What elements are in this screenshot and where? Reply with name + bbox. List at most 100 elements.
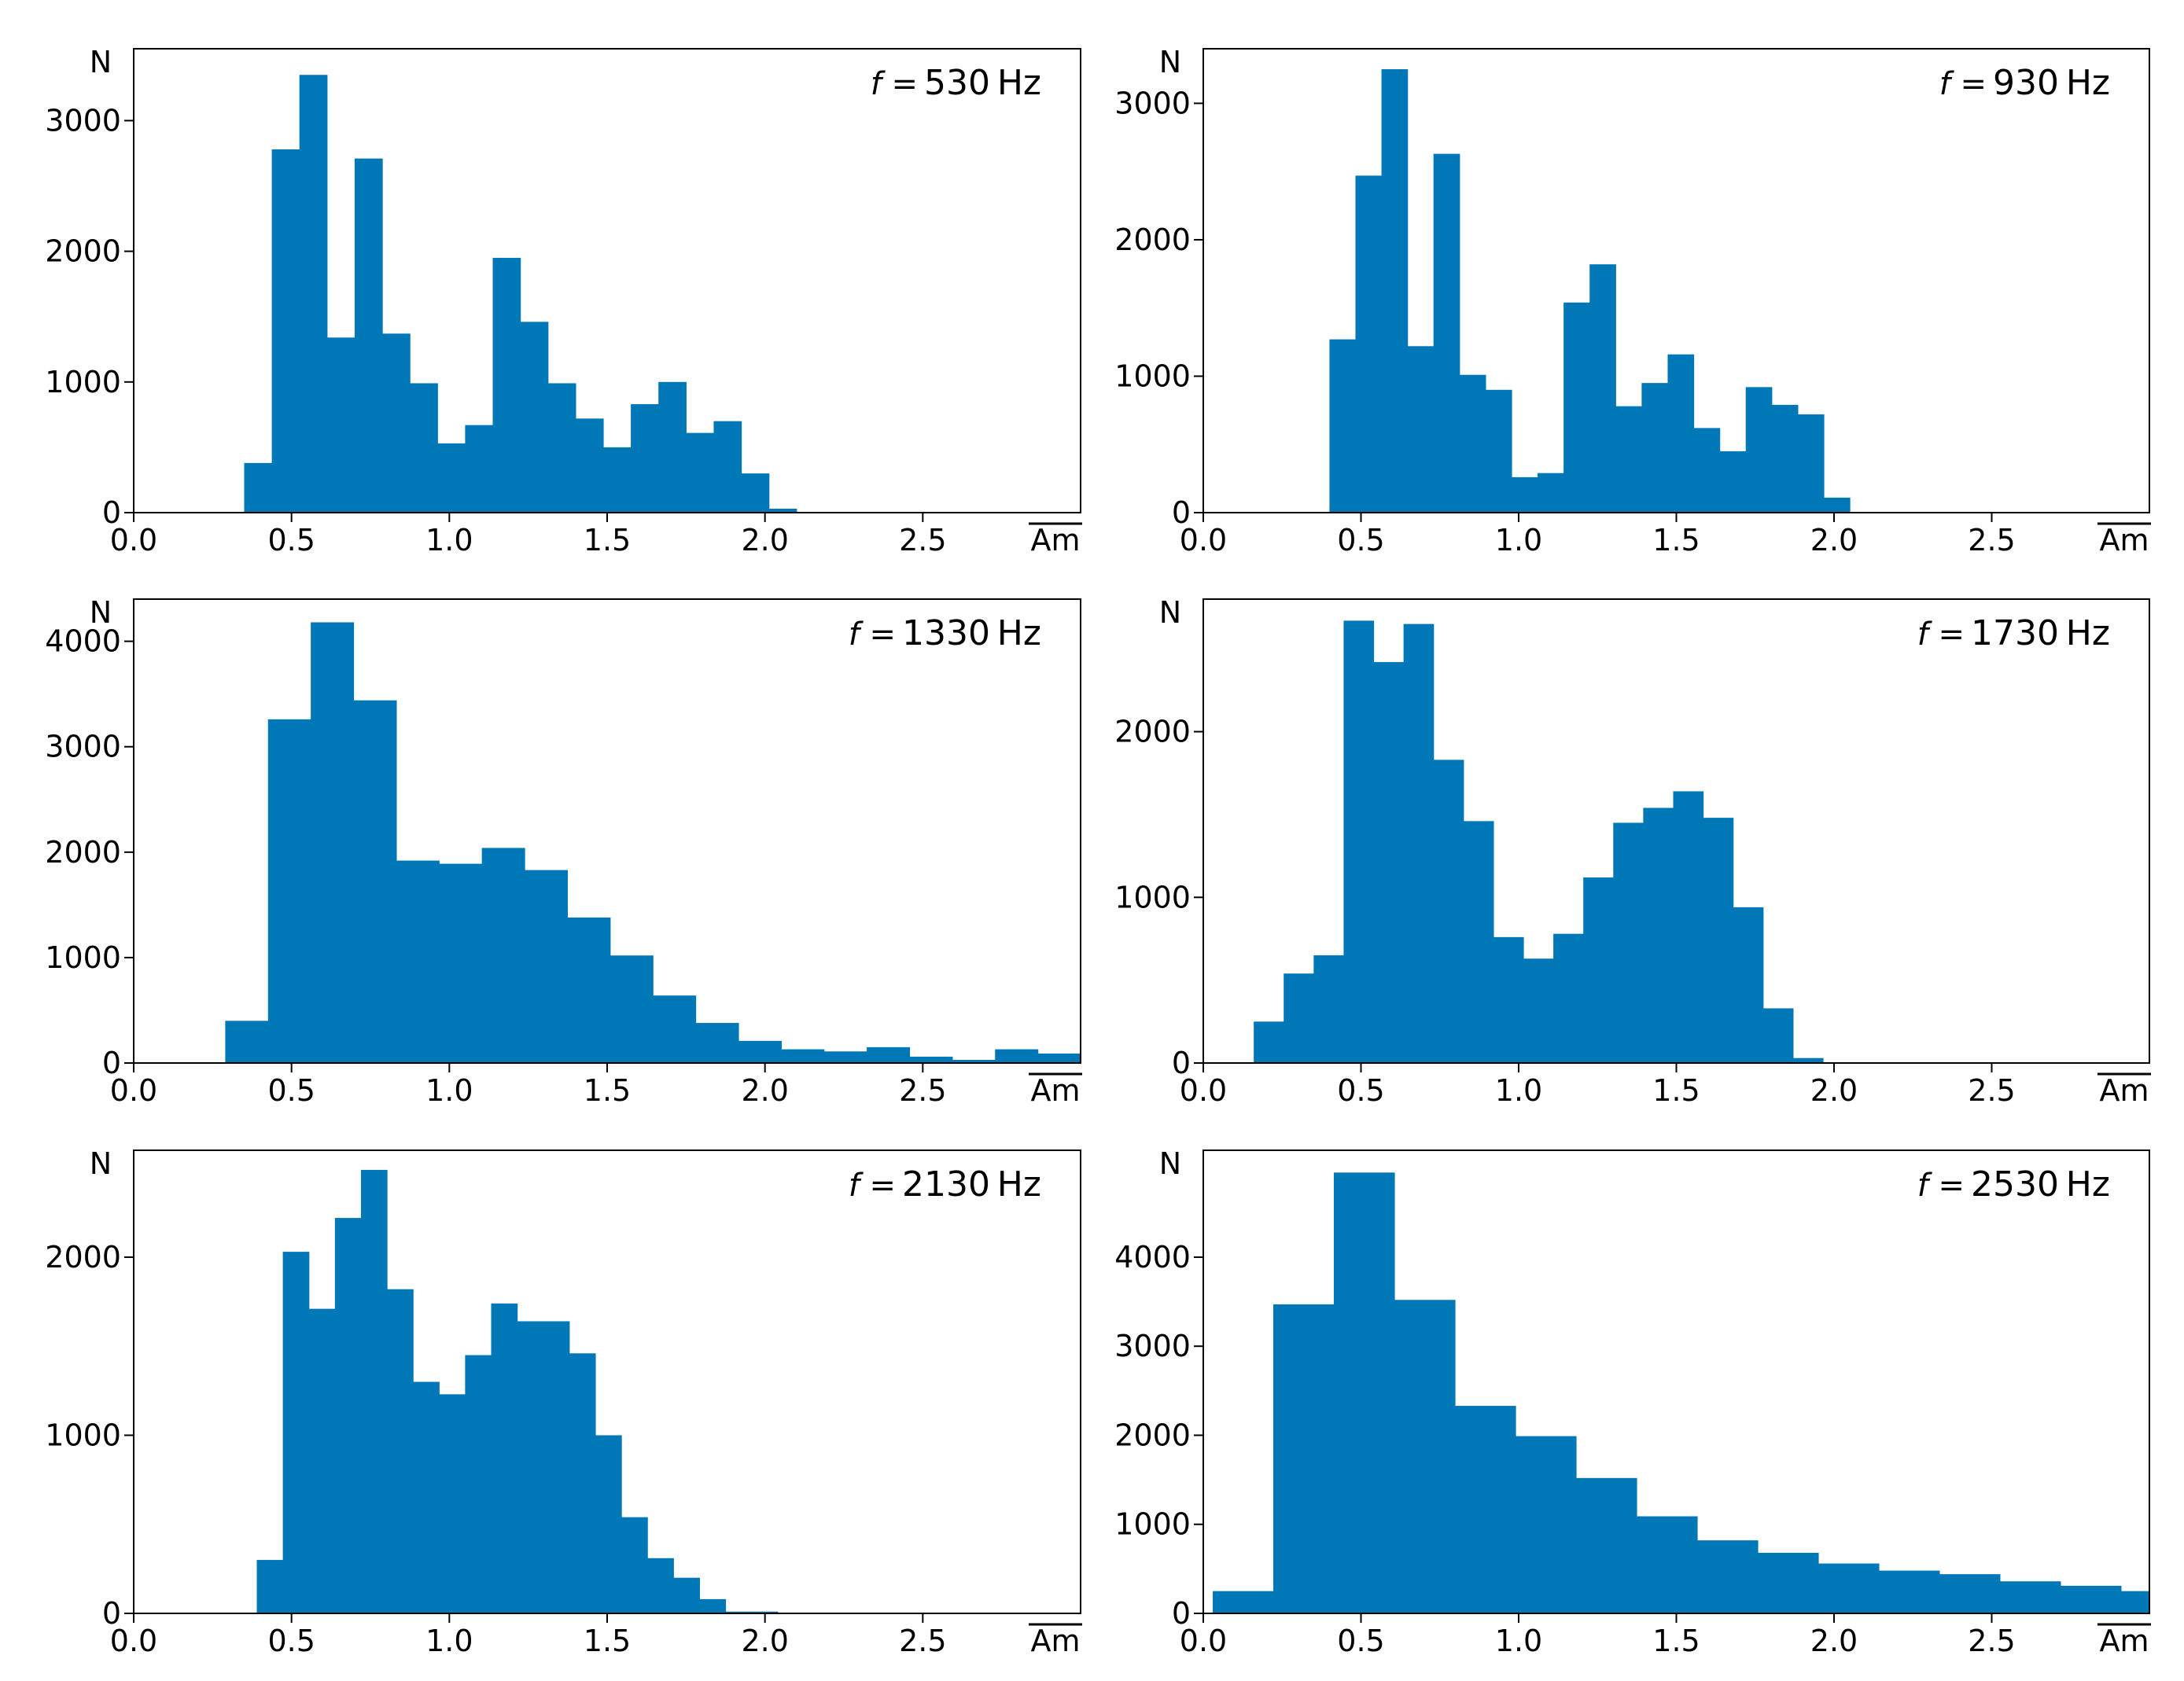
histogram-bar	[647, 1558, 674, 1613]
histogram-bar	[491, 1303, 518, 1613]
histogram-bar	[1563, 302, 1590, 513]
frequency-label: f = 930 Hz	[1939, 63, 2110, 103]
x-axis-label: Am	[1030, 523, 1080, 557]
histogram-bar	[1394, 1300, 1456, 1613]
histogram-bar	[1254, 1021, 1284, 1063]
histogram-bar	[525, 870, 569, 1063]
histogram-bar	[1745, 387, 1773, 513]
y-tick-label: 1000	[45, 365, 121, 399]
x-tick-label: 1.5	[584, 1073, 631, 1108]
histogram-bar	[1939, 1574, 2001, 1613]
histogram-bar	[1433, 760, 1464, 1063]
y-tick-label: 4000	[1114, 1240, 1191, 1275]
x-tick-label: 2.0	[1810, 1624, 1858, 1658]
histogram-bar	[751, 1611, 779, 1613]
histogram-bar	[311, 622, 355, 1063]
histogram-bar	[1696, 1540, 1759, 1613]
histogram-bar	[658, 381, 687, 513]
x-tick-label: 0.0	[110, 1073, 157, 1108]
x-tick-label: 0.5	[267, 1624, 315, 1658]
histogram-bar	[256, 1560, 284, 1613]
histogram-bar	[686, 432, 715, 513]
histogram-panel: 0.0 0.5 1.0 1.5 2.0 2.5 0 1000 2000 3000 N Am f = 93…	[1114, 45, 2151, 557]
y-tick-label: 2000	[45, 835, 121, 870]
histogram-bar	[1313, 955, 1345, 1063]
x-tick-label: 2.0	[741, 1624, 788, 1658]
histogram-bar	[1878, 1570, 1940, 1613]
histogram-bar	[465, 1355, 492, 1613]
y-tick-label: 1000	[1114, 880, 1191, 914]
frequency-value: 1730 Hz	[1971, 613, 2110, 653]
histogram-bar	[520, 322, 549, 513]
x-tick-label: 2.0	[741, 523, 788, 557]
histogram-bar	[867, 1046, 911, 1063]
histogram-bar	[1553, 933, 1584, 1063]
histogram-bar	[713, 421, 742, 513]
y-tick-label: 2000	[45, 234, 121, 269]
x-tick-label: 2.5	[1968, 1624, 2015, 1658]
x-tick-label: 1.5	[1652, 523, 1700, 557]
x-axis-label: Am	[1030, 1624, 1080, 1658]
histogram-bar	[1757, 1552, 1819, 1613]
x-tick-label: 0.5	[1337, 1073, 1384, 1108]
frequency-value: 2130 Hz	[902, 1164, 1041, 1205]
histogram-bar	[575, 418, 604, 513]
histogram-panel: 0.0 0.5 1.0 1.5 2.0 2.5 0 1000 2000 3000 4000 N Am f …	[1114, 1146, 2151, 1658]
histogram-bar	[2120, 1591, 2150, 1613]
histogram-bar	[695, 1023, 739, 1063]
histogram-bar	[308, 1308, 336, 1613]
x-tick-label: 1.5	[1652, 1073, 1700, 1108]
histogram-bar	[569, 1353, 596, 1613]
histogram-bar	[725, 1611, 753, 1613]
histogram-bar	[1407, 346, 1435, 513]
y-axis-label: N	[1159, 1146, 1181, 1181]
histogram-bar	[1459, 374, 1486, 513]
histogram-bar	[1511, 476, 1538, 513]
histogram-bar	[271, 149, 300, 513]
x-axis-label: Am	[2099, 523, 2149, 557]
histogram-bar	[439, 1394, 466, 1613]
histogram-bar	[1762, 1008, 1794, 1063]
histogram-bar	[1213, 1591, 1274, 1613]
histogram-bar	[492, 257, 521, 513]
histogram-bar	[1355, 175, 1383, 513]
x-tick-label: 0.5	[1337, 523, 1384, 557]
x-tick-label: 1.5	[1652, 1624, 1700, 1658]
histogram-panel: 0.0 0.5 1.0 1.5 2.0 2.5 0 1000 2000 N Am f = 2130 H…	[45, 1146, 1082, 1658]
x-tick-label: 1.5	[584, 523, 631, 557]
x-tick-label: 2.5	[1968, 1073, 2015, 1108]
x-tick-label: 0.5	[1337, 1624, 1384, 1658]
x-tick-label: 0.0	[1180, 523, 1227, 557]
histogram-bar	[326, 337, 355, 513]
frequency-label: f = 1330 Hz	[849, 613, 1041, 653]
histogram-bar	[1343, 620, 1375, 1063]
histogram-bar	[1999, 1581, 2061, 1613]
histogram-bar	[1673, 791, 1704, 1063]
x-tick-label: 1.0	[425, 523, 473, 557]
histogram-bar	[768, 509, 797, 513]
frequency-prefix: f =	[1917, 616, 1971, 653]
histogram-bar	[1719, 451, 1747, 513]
histogram-bar	[1493, 936, 1524, 1063]
histogram-bar	[1403, 623, 1435, 1063]
y-tick-label: 3000	[1114, 86, 1191, 120]
x-tick-label: 1.0	[425, 1073, 473, 1108]
y-tick-label: 0	[102, 1046, 121, 1080]
histogram-bar	[909, 1056, 953, 1063]
x-tick-label: 2.5	[899, 1624, 946, 1658]
y-axis-label: N	[1159, 45, 1181, 79]
frequency-prefix: f =	[1917, 1168, 1971, 1204]
y-tick-label: 1000	[45, 1418, 121, 1452]
histogram-bar	[602, 447, 632, 513]
histogram-bar	[1284, 973, 1314, 1063]
x-tick-label: 0.0	[110, 1624, 157, 1658]
histogram-bar	[621, 1517, 648, 1613]
histogram-bar	[437, 443, 466, 513]
histogram-bar	[1515, 1436, 1577, 1613]
frequency-prefix: f =	[1939, 66, 1993, 102]
frequency-value: 2530 Hz	[1971, 1164, 2110, 1205]
histogram-bar	[1485, 389, 1512, 513]
histogram-bar	[1641, 383, 1669, 513]
histogram-bar	[267, 719, 311, 1063]
x-tick-label: 1.0	[1495, 523, 1542, 557]
